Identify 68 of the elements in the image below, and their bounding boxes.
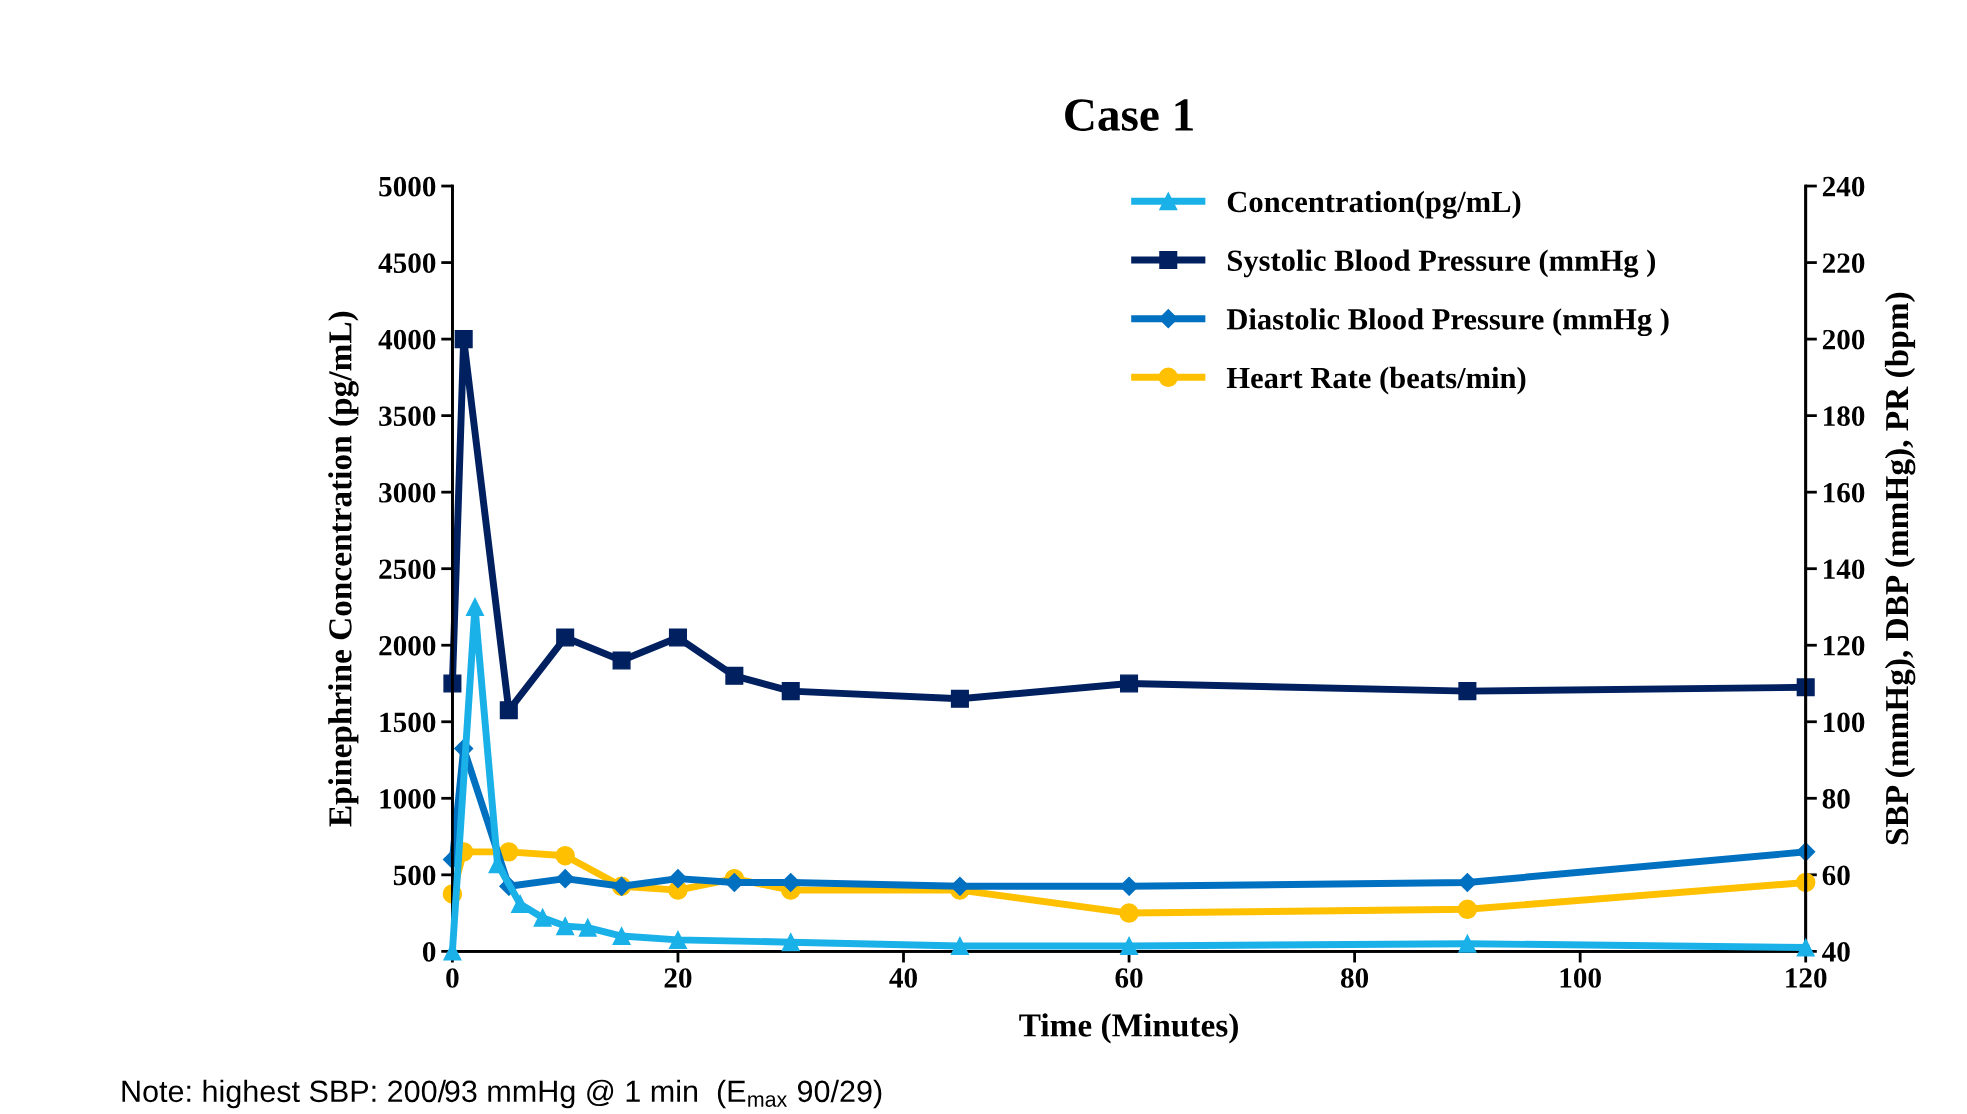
point xyxy=(1119,876,1139,896)
point xyxy=(499,701,518,720)
y2-tick-label: 100 xyxy=(1824,712,1865,733)
point xyxy=(556,917,575,936)
text: Note: highest SBP: 200/93 mmHg @ 1 min (E$_{max}$ 90/29) xyxy=(122,1079,882,1109)
point xyxy=(533,908,552,927)
x-tick-label: 120 xyxy=(1786,968,1827,988)
point xyxy=(781,933,800,952)
point xyxy=(612,651,631,670)
point xyxy=(612,927,631,946)
x-tick-label: 60 xyxy=(1115,968,1143,988)
x-axis-title: Time (Minutes) xyxy=(1019,1013,1238,1044)
point xyxy=(1458,682,1477,701)
point xyxy=(1457,899,1478,919)
y2-tick-label: 120 xyxy=(1824,635,1865,656)
point xyxy=(499,842,519,862)
y2-tick-label: 40 xyxy=(1822,942,1850,962)
legend-label: Diastolic Blood Pressure (mmHg ) xyxy=(1226,308,1669,337)
legend-label: Systolic Blood Pressure (mmHg ) xyxy=(1227,249,1656,278)
y-tick-label: 4000 xyxy=(378,329,436,350)
point xyxy=(950,689,969,708)
y-tick-label: 5000 xyxy=(379,176,436,197)
point xyxy=(1120,936,1139,956)
point xyxy=(1458,934,1477,953)
point xyxy=(781,872,801,893)
point xyxy=(668,869,688,889)
y2-tick-label: 200 xyxy=(1822,329,1865,350)
point xyxy=(1457,872,1477,893)
x-tick-label: 20 xyxy=(664,968,692,988)
point xyxy=(1119,903,1139,923)
point xyxy=(454,330,473,349)
y2-tick-label: 160 xyxy=(1824,482,1865,503)
point xyxy=(556,628,575,647)
legend-label: Concentration(pg/mL) xyxy=(1227,190,1521,219)
x-tick-label: 0 xyxy=(446,968,459,988)
y-tick-label: 4500 xyxy=(378,253,436,273)
x-tick-label: 80 xyxy=(1340,968,1369,988)
point xyxy=(555,869,575,889)
y-tick-label: 2500 xyxy=(379,559,436,580)
point xyxy=(668,930,687,949)
x-tick-label: 40 xyxy=(889,968,917,988)
point xyxy=(465,597,484,616)
y-tick-label: 1500 xyxy=(380,712,436,733)
y-tick-label: 500 xyxy=(393,865,436,886)
point xyxy=(1120,674,1139,693)
y-tick-label: 2000 xyxy=(379,635,436,656)
y-tick-label: 1000 xyxy=(380,789,436,809)
point xyxy=(781,682,800,701)
y-tick-label: 0 xyxy=(422,942,436,962)
x-tick-label: 100 xyxy=(1560,968,1601,988)
point xyxy=(578,918,597,937)
y-axis-title: Epinephrine Concentration (pg/mL) xyxy=(328,311,359,827)
y2-tick-label: 180 xyxy=(1824,406,1865,427)
y2-tick-label: 220 xyxy=(1822,253,1865,273)
point xyxy=(725,666,744,685)
point xyxy=(511,894,530,913)
point xyxy=(950,936,969,956)
y2-tick-label: 60 xyxy=(1822,865,1850,886)
y2-tick-label: 140 xyxy=(1824,559,1865,580)
legend-label: Heart Rate (beats/min) xyxy=(1226,366,1526,395)
y2-tick-label: 80 xyxy=(1822,789,1850,809)
point xyxy=(555,845,575,866)
y-tick-label: 3500 xyxy=(379,406,436,427)
point xyxy=(668,628,687,647)
chart-title: Case 1 xyxy=(1065,99,1193,131)
y-tick-label: 3000 xyxy=(379,482,436,503)
y2-axis-title: SBP (mmHg), DBP (mmHg), PR (bpm) xyxy=(1884,292,1916,845)
y2-tick-label: 240 xyxy=(1822,176,1865,197)
